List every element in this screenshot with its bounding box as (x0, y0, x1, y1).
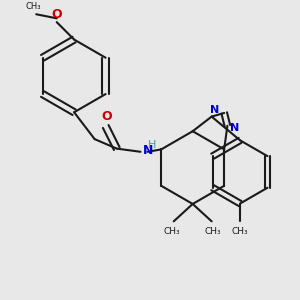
Text: N: N (230, 123, 239, 133)
Text: H: H (148, 140, 157, 150)
Text: CH₃: CH₃ (232, 226, 248, 236)
Text: O: O (51, 8, 62, 21)
Text: CH₃: CH₃ (205, 227, 222, 236)
Text: N: N (209, 105, 219, 115)
Text: CH₃: CH₃ (164, 227, 180, 236)
Text: O: O (101, 110, 112, 123)
Text: CH₃: CH₃ (25, 2, 41, 11)
Text: N: N (143, 144, 153, 157)
